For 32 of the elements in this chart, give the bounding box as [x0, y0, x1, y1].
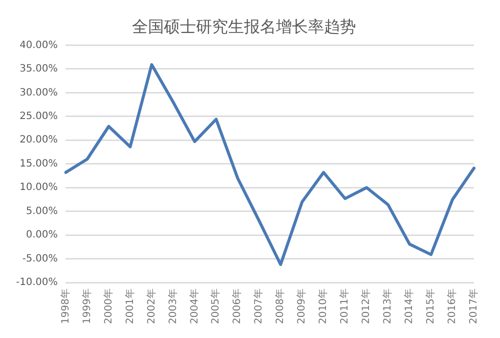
x-tick-label: 2011年	[338, 288, 351, 324]
y-tick-label: 5.00%	[26, 206, 58, 217]
y-tick-label: 30.00%	[20, 87, 58, 98]
y-tick-label: 40.00%	[20, 40, 58, 51]
chart-title: 全国硕士研究生报名增长率趋势	[132, 16, 356, 36]
x-tick-label: 2016年	[446, 288, 458, 324]
x-tick-label: 2004年	[188, 288, 200, 324]
x-tick-label: 2012年	[360, 288, 372, 324]
y-tick-label: 25.00%	[20, 111, 58, 122]
y-tick-label: 15.00%	[20, 158, 58, 170]
y-tick-label: 0.00%	[26, 230, 58, 241]
x-tick-label: 2010年	[317, 288, 330, 324]
x-tick-label: 2009年	[296, 288, 308, 324]
y-tick-label: 20.00%	[20, 134, 58, 146]
x-tick-label: 2007年	[252, 288, 265, 324]
x-tick-label: 2001年	[124, 288, 136, 324]
y-tick-label: 10.00%	[20, 182, 58, 194]
x-tick-label: 2014年	[403, 288, 416, 324]
x-tick-label: 1998年	[59, 288, 72, 324]
y-tick-label: 35.00%	[20, 64, 58, 75]
x-tick-label: 2006年	[231, 288, 244, 324]
y-tick-label: -5.00%	[22, 253, 58, 264]
x-tick-label: 1999年	[80, 288, 93, 324]
x-tick-label: 2013年	[382, 288, 394, 324]
x-tick-label: 2015年	[424, 288, 437, 324]
x-tick-label: 2017年	[468, 288, 480, 324]
x-tick-label: 2005年	[210, 288, 222, 324]
x-tick-label: 2002年	[145, 288, 158, 324]
x-tick-label: 2000年	[102, 288, 114, 324]
x-tick-label: 2008年	[274, 288, 286, 324]
y-tick-label: -10.00%	[16, 277, 58, 288]
x-tick-label: 2003年	[166, 288, 179, 324]
